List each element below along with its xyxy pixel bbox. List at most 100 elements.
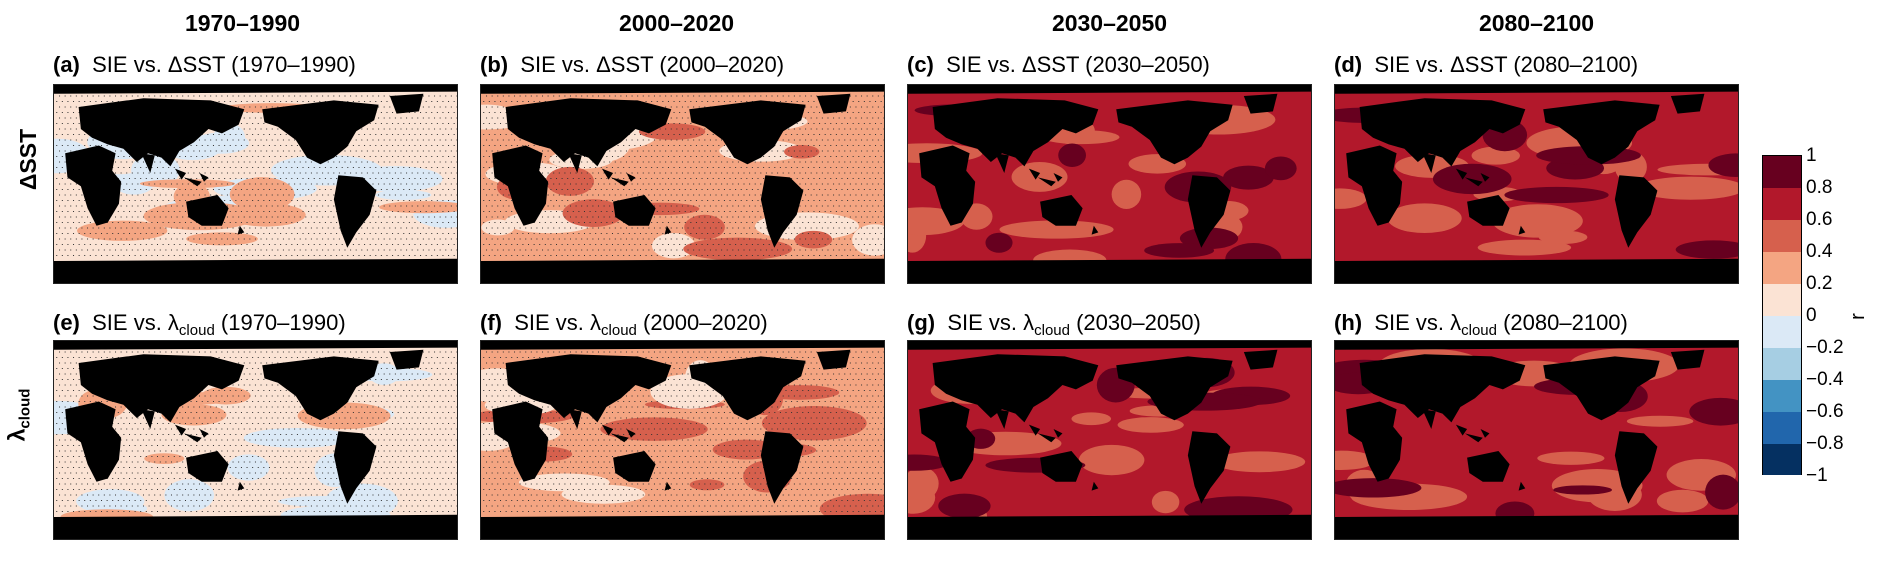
panel-title-period: (1970–1990) [225, 52, 356, 77]
correlation-region [1689, 397, 1738, 426]
land-mass [995, 153, 1009, 173]
panel-title-subscript: cloud [1034, 322, 1070, 339]
correlation-region [1179, 227, 1239, 250]
map-svg-b [481, 85, 884, 283]
correlation-region [1553, 485, 1612, 495]
land-mass [65, 145, 122, 226]
panel-title-text: SIE vs. λ [1362, 310, 1462, 335]
land-mass [1422, 409, 1436, 429]
correlation-region [1117, 417, 1184, 433]
panel-title-g: (g) SIE vs. λcloud (2030–2050) [907, 310, 1201, 339]
correlation-region [794, 230, 833, 249]
correlation-region [379, 201, 457, 214]
land-mass [689, 356, 806, 421]
land-mass [1187, 431, 1231, 504]
land-mass [908, 514, 1311, 539]
correlation-region [684, 214, 725, 240]
row-label-cloud-text: λ [3, 428, 30, 442]
land-mass [1467, 195, 1510, 226]
panel-letter: (h) [1334, 310, 1363, 335]
land-mass [601, 424, 636, 443]
land-mass [908, 341, 1311, 350]
map-panel-f [480, 340, 885, 540]
map-panel-b [480, 84, 885, 284]
land-mass [186, 195, 229, 226]
panel-title-text: SIE vs. ΔSST [933, 52, 1079, 77]
map-panel-c [907, 84, 1312, 284]
land-mass [1518, 481, 1526, 491]
correlation-region [683, 237, 793, 261]
land-mass [54, 341, 457, 350]
land-mass [1346, 401, 1403, 482]
land-mass [186, 451, 229, 482]
panel-letter: (d) [1334, 52, 1363, 77]
correlation-region [201, 386, 251, 405]
correlation-region [1151, 490, 1180, 514]
panel-letter: (a) [53, 52, 80, 77]
land-mass [816, 93, 851, 114]
colorbar-tick-label: 0.6 [1806, 209, 1833, 230]
land-mass [54, 85, 457, 94]
land-mass [481, 258, 884, 283]
land-mass [492, 401, 549, 482]
land-mass [1455, 168, 1490, 187]
land-mass [54, 258, 457, 283]
column-header-2080-2100: 2080–2100 [1478, 10, 1595, 36]
colorbar-tick-label: 0 [1806, 305, 1817, 326]
map-svg-c [908, 85, 1311, 283]
correlation-region [908, 466, 939, 501]
land-mass [1243, 349, 1278, 370]
map-svg-h [1335, 341, 1738, 539]
land-mass [1335, 85, 1738, 94]
land-mass [1335, 258, 1738, 283]
correlation-region [908, 454, 950, 471]
land-mass [492, 145, 549, 226]
land-mass [664, 481, 672, 491]
correlation-region [192, 132, 250, 154]
land-mass [760, 431, 804, 504]
correlation-region [229, 177, 295, 212]
map-svg-a [54, 85, 457, 283]
land-mass [54, 514, 457, 539]
land-mass [1359, 354, 1526, 423]
land-mass [919, 145, 976, 226]
correlation-region [1432, 163, 1512, 195]
land-mass [1040, 195, 1083, 226]
panel-title-period: (2030–2050) [1069, 310, 1201, 335]
map-panel-a [53, 84, 458, 284]
panel-title-subscript: cloud [1461, 322, 1497, 339]
land-mass [1243, 93, 1278, 114]
land-mass [1091, 481, 1099, 491]
correlation-region [278, 495, 371, 507]
panel-letter: (e) [53, 310, 80, 335]
correlation-region [938, 493, 991, 519]
colorbar-tick-label: 0.2 [1806, 273, 1833, 294]
row-label-sst-text: ΔSST [15, 128, 42, 191]
correlation-region [1492, 204, 1583, 238]
panel-title-text: SIE vs. ΔSST [79, 52, 225, 77]
land-mass [174, 168, 209, 187]
map-panel-g [907, 340, 1312, 540]
correlation-region [347, 166, 443, 192]
land-mass [568, 409, 582, 429]
correlation-region [1538, 230, 1588, 244]
correlation-region [1335, 188, 1367, 209]
correlation-region [561, 484, 646, 504]
correlation-region [784, 145, 820, 159]
land-mass [505, 98, 672, 167]
panel-letter: (f) [480, 310, 502, 335]
panel-title-h: (h) SIE vs. λcloud (2080–2100) [1334, 310, 1628, 339]
colorbar-tick-label: −0.8 [1806, 433, 1844, 454]
land-mass [1028, 424, 1063, 443]
correlation-region [1656, 489, 1709, 513]
colorbar-bin [1763, 380, 1801, 412]
panel-letter: (g) [907, 310, 936, 335]
correlation-region [1636, 176, 1738, 200]
correlation-region [1335, 478, 1422, 498]
column-header-1970-1990: 1970–1990 [184, 10, 301, 36]
panel-title-period: (2000–2020) [636, 310, 768, 335]
land-mass [1028, 168, 1063, 187]
land-mass [65, 401, 122, 482]
map-svg-e [54, 341, 457, 539]
colorbar-bin [1763, 284, 1801, 316]
